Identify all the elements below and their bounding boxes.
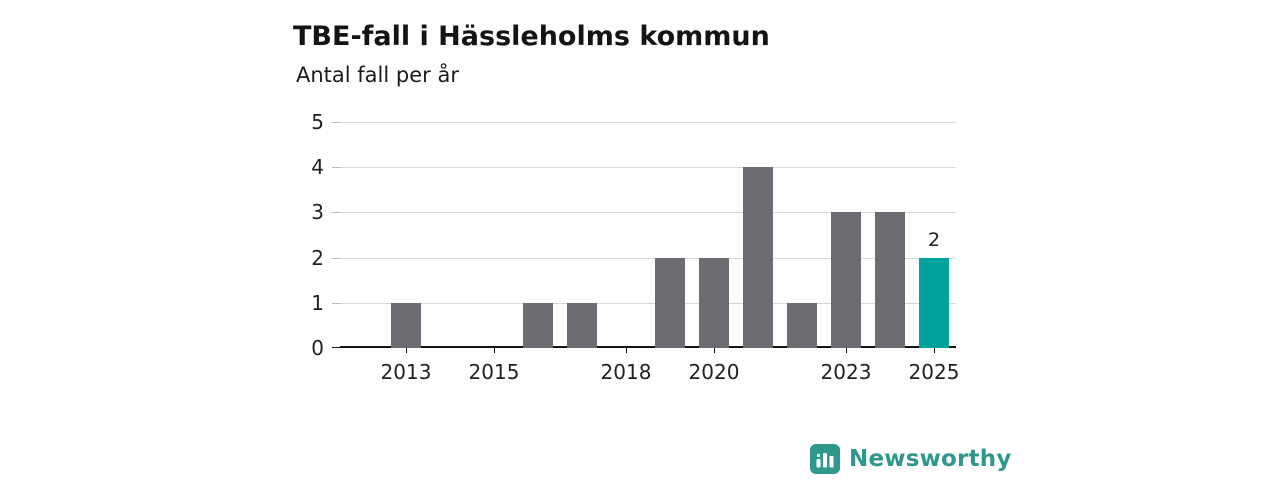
y-tick-label: 5 (311, 110, 324, 134)
chart-subtitle: Antal fall per år (296, 63, 459, 87)
y-tick-mark (332, 212, 340, 214)
plot-area: 0 1 2 3 4 5 2 2013 2015 2018 2020 2023 2025 (311, 110, 959, 384)
bar-2025 (919, 257, 949, 348)
gridline (340, 302, 956, 304)
x-tick-label: 2013 (380, 360, 432, 384)
y-tick-mark (332, 122, 340, 123)
gridline (340, 257, 956, 259)
y-tick-mark (332, 302, 340, 304)
bar-2017 (567, 302, 597, 348)
y-tick-label: 0 (311, 336, 324, 360)
x-tick-mark (626, 348, 627, 353)
x-axis-line (340, 346, 956, 348)
x-tick-label: 2015 (468, 360, 520, 384)
bar-value-label: 2 (927, 228, 941, 251)
bar-2013 (391, 302, 421, 348)
chart-title: TBE-fall i Hässleholms kommun (293, 21, 770, 53)
x-tick-mark (846, 348, 847, 353)
x-tick-mark (494, 348, 495, 353)
y-tick-mark (332, 167, 340, 169)
y-tick-label: 4 (311, 155, 324, 180)
x-tick-mark (934, 348, 935, 353)
bar-2020 (699, 257, 729, 348)
bar-2023 (831, 212, 861, 348)
x-tick-label: 2023 (820, 360, 872, 384)
x-tick-label: 2020 (688, 360, 740, 384)
bar-2016 (523, 302, 553, 348)
y-tick-label: 2 (311, 245, 324, 270)
y-tick-mark (332, 257, 340, 259)
bar-2019 (655, 257, 685, 348)
y-tick-label: 1 (311, 290, 324, 315)
gridline (340, 167, 956, 169)
x-tick-label: 2018 (600, 360, 652, 384)
gridline (340, 122, 956, 123)
bar-2021 (743, 167, 773, 348)
brand-footer[interactable]: Newsworthy (810, 444, 1012, 474)
newsworthy-bar-chart-logo-icon (810, 444, 840, 474)
y-tick-label: 3 (311, 200, 324, 225)
bar-2022 (787, 302, 817, 348)
x-tick-label: 2025 (908, 360, 960, 384)
brand-name: Newsworthy (849, 446, 1012, 472)
bar-2024 (875, 212, 905, 348)
y-tick-mark (332, 347, 340, 348)
x-tick-mark (714, 348, 715, 353)
gridline (340, 212, 956, 214)
x-tick-mark (406, 348, 407, 353)
